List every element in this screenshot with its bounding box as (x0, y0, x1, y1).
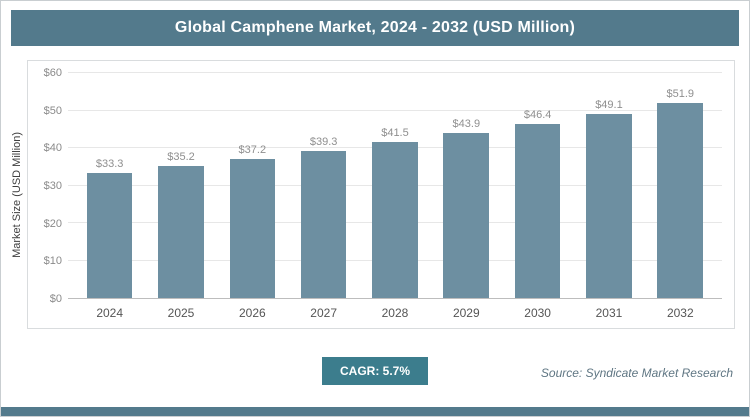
plot-row: $0 $10 $20 $30 $40 $50 $60 $33.3 $35.2 $37.2 $39.… (34, 67, 722, 305)
x-tick-label: 2030 (524, 306, 551, 320)
x-tick-label: 2026 (238, 306, 266, 320)
y-tick-label: $40 (43, 142, 62, 155)
x-tick-label: 2031 (595, 306, 623, 320)
bar-group: $43.9 (431, 73, 502, 298)
bar-group: $46.4 (502, 73, 573, 298)
bar (300, 150, 347, 298)
plot-area: $33.3 $35.2 $37.2 $39.3 $41.5 $43.9 $46.4 $49.1… (68, 72, 722, 299)
bar-value-label: $46.4 (523, 109, 552, 121)
bar-group: $41.5 (359, 73, 430, 298)
x-tick-label: 2025 (167, 306, 195, 320)
y-tick-label: $60 (43, 67, 62, 79)
bar (372, 142, 418, 298)
bar-value-label: $43.9 (452, 118, 481, 131)
gridline (68, 109, 722, 111)
bottom-accent-bar (1, 407, 749, 416)
y-tick-label: $30 (43, 180, 62, 192)
bars: $33.3 $35.2 $37.2 $39.3 $41.5 $43.9 $46.4 $49.1… (68, 73, 722, 298)
bar (657, 103, 704, 298)
chart-title-bar: Global Camphene Market, 2024 - 2032 (USD… (11, 10, 739, 46)
bar-value-label: $35.2 (167, 151, 195, 163)
gridline (68, 72, 722, 73)
x-tick-label: 2028 (381, 306, 409, 320)
x-tick-label: 2029 (452, 306, 480, 320)
source-text: Source: Syndicate Market Research (540, 366, 733, 380)
plot-frame: $0 $10 $20 $30 $40 $50 $60 $33.3 $35.2 $37.2 $39.… (27, 60, 735, 329)
bar-value-label: $51.9 (666, 88, 695, 101)
x-axis-ticks: 2024 2025 2026 2027 2028 2029 2030 2031 2032 (68, 299, 722, 320)
bar (158, 166, 204, 298)
bar (514, 124, 561, 298)
y-tick-label: $10 (43, 255, 62, 268)
chart-footer: CAGR: 5.7% Source: Syndicate Market Rese… (1, 357, 749, 387)
y-tick-label: $0 (49, 293, 62, 305)
chart-title: Global Camphene Market, 2024 - 2032 (USD… (174, 19, 576, 36)
bar (586, 113, 632, 298)
x-tick-label: 2027 (310, 306, 337, 320)
bar-group: $35.2 (145, 73, 216, 298)
y-axis-title: Market Size (USD Million) (11, 131, 23, 258)
y-axis-ticks: $0 $10 $20 $30 $40 $50 $60 (34, 67, 68, 305)
bar-value-label: $49.1 (595, 98, 623, 111)
x-tick-label: 2024 (96, 306, 124, 320)
bar-group: $37.2 (217, 73, 288, 298)
bar-group: $51.9 (645, 73, 716, 298)
bar-group: $39.3 (288, 73, 359, 298)
cagr-badge: CAGR: 5.7% (321, 357, 428, 385)
bar (86, 173, 133, 298)
chart-area: Market Size (USD Million) $0 $10 $20 $30 $40… (7, 60, 735, 329)
bar-value-label: $37.2 (238, 143, 267, 156)
bar-value-label: $39.3 (309, 135, 338, 148)
bar-group: $49.1 (573, 73, 644, 298)
bar-group: $33.3 (74, 73, 145, 298)
bar (229, 158, 276, 298)
x-tick-label: 2032 (666, 306, 694, 320)
bar (443, 133, 490, 298)
y-tick-label: $50 (43, 104, 62, 117)
y-axis-title-wrap: Market Size (USD Million) (7, 60, 27, 329)
bar-value-label: $41.5 (381, 127, 409, 140)
y-tick-label: $20 (43, 217, 62, 230)
bar-value-label: $33.3 (95, 158, 124, 171)
